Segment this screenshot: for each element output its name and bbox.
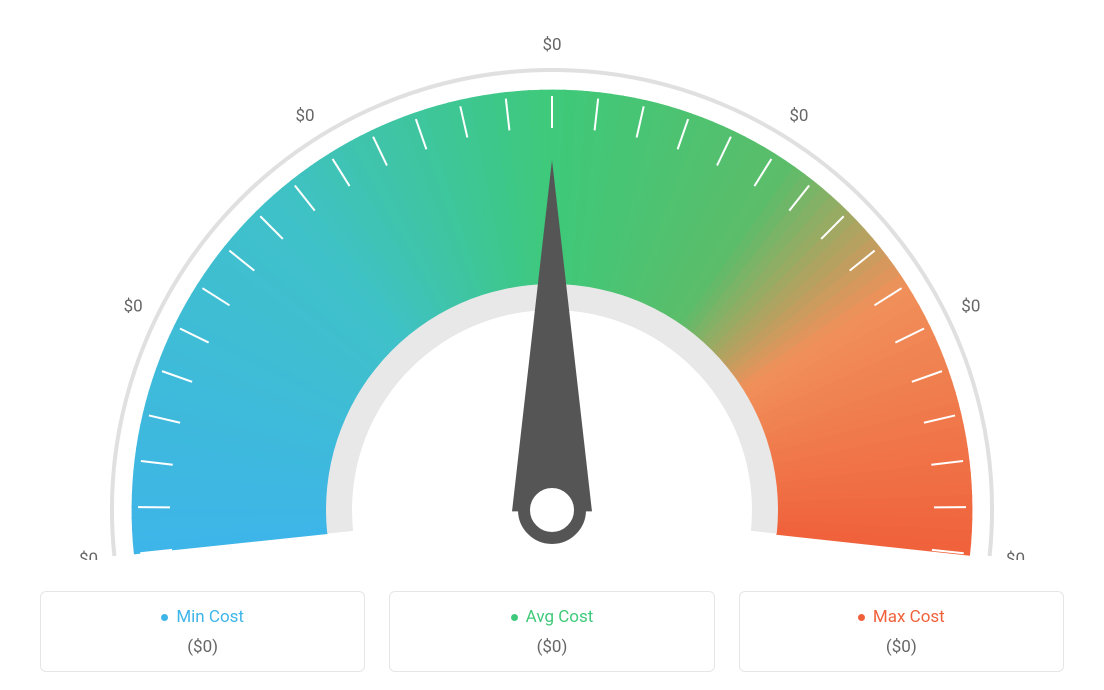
gauge-tick-label: $0 [542,35,561,55]
gauge-svg: $0 $0 $0 $0 $0 $0 $0 [0,0,1104,560]
legend-dot-min [161,614,168,621]
legend-title-max: Max Cost [858,607,945,627]
legend-label-min: Min Cost [176,607,244,627]
legend-card-avg: Avg Cost ($0) [389,591,714,673]
legend-label-max: Max Cost [873,607,945,627]
gauge-tick-label: $0 [961,297,980,317]
legend-dot-max [858,614,865,621]
legend-card-min: Min Cost ($0) [40,591,365,673]
legend-row: Min Cost ($0) Avg Cost ($0) Max Cost ($0… [0,591,1104,673]
gauge-tick-label: $0 [296,106,315,126]
legend-title-min: Min Cost [161,607,244,627]
legend-value-min: ($0) [51,637,354,657]
legend-card-max: Max Cost ($0) [739,591,1064,673]
gauge-needle-hub [524,482,580,538]
legend-title-avg: Avg Cost [511,607,594,627]
legend-value-max: ($0) [750,637,1053,657]
legend-value-avg: ($0) [400,637,703,657]
cost-gauge-chart: $0 $0 $0 $0 $0 $0 $0 Min Cost ($0) Avg Cost ($… [0,0,1104,690]
gauge-tick-label: $0 [79,550,98,560]
legend-dot-avg [511,614,518,621]
gauge-tick-label: $0 [124,297,143,317]
legend-label-avg: Avg Cost [526,607,594,627]
gauge-tick-label: $0 [789,106,808,126]
gauge: $0 $0 $0 $0 $0 $0 $0 [0,0,1104,560]
gauge-tick-label: $0 [1006,550,1025,560]
